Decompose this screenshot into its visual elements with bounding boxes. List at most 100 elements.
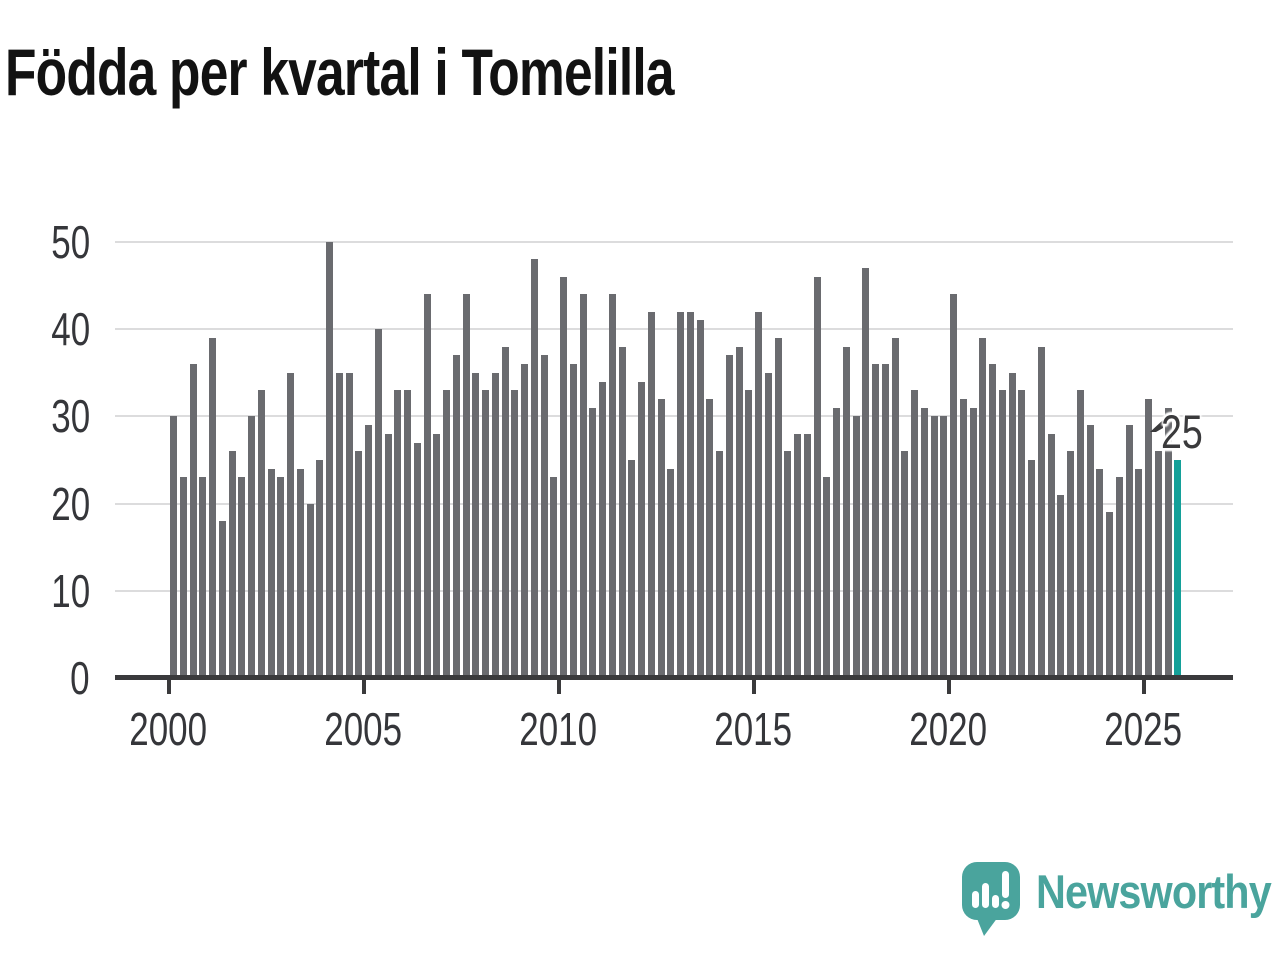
y-tick-label: 30 (51, 390, 90, 443)
x-tick-label: 2005 (324, 703, 403, 755)
bar (579, 294, 587, 678)
bar (686, 311, 694, 678)
bar (413, 442, 421, 678)
bar (940, 416, 948, 678)
bar (764, 372, 772, 678)
bar (394, 390, 402, 678)
bar (326, 242, 334, 678)
bar (238, 477, 246, 678)
bar (1115, 477, 1123, 678)
bar (1106, 512, 1114, 678)
bar (384, 433, 392, 678)
highlight-bar (1174, 460, 1182, 678)
bar (842, 346, 850, 678)
bar (228, 451, 236, 678)
bar (550, 477, 558, 678)
bar (374, 329, 382, 678)
bar (930, 416, 938, 678)
bar (950, 294, 958, 678)
x-axis-line (115, 675, 1233, 680)
bar (638, 381, 646, 678)
bar (1037, 346, 1045, 678)
x-axis-tick (1141, 680, 1146, 694)
bar (872, 364, 880, 678)
bar (657, 398, 665, 678)
bar (677, 311, 685, 678)
x-tick-label: 2010 (519, 703, 598, 755)
bar (287, 372, 295, 678)
bar (521, 364, 529, 678)
bar (989, 364, 997, 678)
bar (833, 407, 841, 678)
bar (618, 346, 626, 678)
annotation-arrow-icon (1150, 420, 1163, 432)
bar (267, 468, 275, 678)
bar (1076, 390, 1084, 678)
x-axis-tick (946, 680, 951, 694)
bar (706, 398, 714, 678)
bar (852, 416, 860, 678)
bar (1125, 425, 1133, 678)
bar (735, 346, 743, 678)
bar (998, 390, 1006, 678)
bar (716, 451, 724, 678)
bar (296, 468, 304, 678)
bar (345, 372, 353, 678)
bar (911, 390, 919, 678)
y-tick-label: 50 (51, 216, 90, 268)
bar (1145, 398, 1153, 678)
gridline (115, 241, 1233, 243)
bar (1018, 390, 1026, 678)
bar (755, 311, 763, 678)
bar (218, 521, 226, 678)
y-tick-label: 40 (51, 303, 90, 356)
bar (530, 259, 538, 678)
x-axis-tick (556, 680, 561, 694)
bar (696, 320, 704, 678)
bar (589, 407, 597, 678)
bar (189, 364, 197, 678)
bar (452, 355, 460, 678)
bar (599, 381, 607, 678)
bar (628, 460, 636, 678)
x-tick-label: 2000 (129, 703, 208, 755)
bar (257, 390, 265, 678)
bar (862, 268, 870, 678)
bar (979, 337, 987, 678)
x-axis-tick (166, 680, 171, 694)
newsworthy-bubble-chart-icon (962, 862, 1020, 936)
bar (803, 433, 811, 678)
gridline (115, 328, 1233, 331)
bar (404, 390, 412, 678)
bar (306, 503, 314, 678)
bar (179, 477, 187, 678)
bar (1057, 494, 1065, 678)
logo-wordmark: Newsworthy (1036, 865, 1272, 918)
latest-value-label: 25 (1161, 405, 1203, 458)
bar (443, 390, 451, 678)
bar (901, 451, 909, 678)
bar (209, 337, 217, 678)
bar (881, 364, 889, 678)
bar (1135, 468, 1143, 678)
y-tick-label: 0 (70, 652, 90, 704)
bar (823, 477, 831, 678)
bar (647, 311, 655, 678)
bar (277, 477, 285, 678)
bar (774, 337, 782, 678)
gridline (115, 415, 1233, 418)
bar (560, 276, 568, 678)
chart-title: Födda per kvartal i Tomelilla (5, 35, 675, 109)
bar (1008, 372, 1016, 678)
x-tick-label: 2025 (1104, 703, 1183, 755)
bar (1067, 451, 1075, 678)
bar (1047, 433, 1055, 678)
bar (365, 425, 373, 678)
bar (482, 390, 490, 678)
bar (248, 416, 256, 678)
bar (667, 468, 675, 678)
bar (569, 364, 577, 678)
bar (423, 294, 431, 678)
x-tick-label: 2020 (909, 703, 988, 755)
bar (745, 390, 753, 678)
